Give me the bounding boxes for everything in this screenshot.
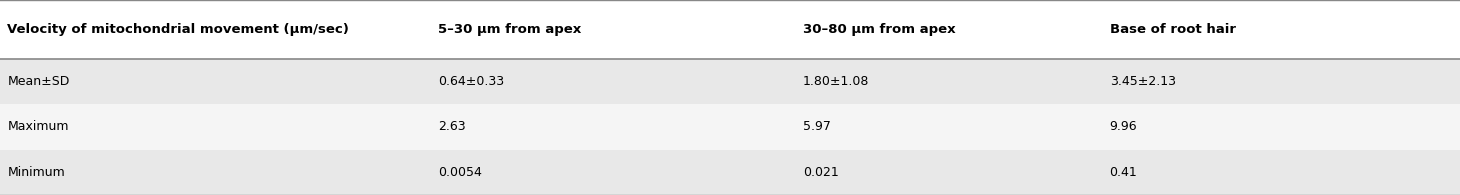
Text: 2.63: 2.63 (438, 120, 466, 133)
Text: 0.41: 0.41 (1110, 166, 1137, 179)
Text: Velocity of mitochondrial movement (μm/sec): Velocity of mitochondrial movement (μm/s… (7, 23, 349, 36)
Text: 5–30 μm from apex: 5–30 μm from apex (438, 23, 581, 36)
FancyBboxPatch shape (0, 58, 1460, 104)
Text: Base of root hair: Base of root hair (1110, 23, 1235, 36)
Text: Maximum: Maximum (7, 120, 69, 133)
Text: Minimum: Minimum (7, 166, 66, 179)
Text: 0.64±0.33: 0.64±0.33 (438, 75, 504, 88)
Text: 3.45±2.13: 3.45±2.13 (1110, 75, 1175, 88)
FancyBboxPatch shape (0, 150, 1460, 195)
Text: Mean±SD: Mean±SD (7, 75, 70, 88)
Text: 0.021: 0.021 (803, 166, 838, 179)
FancyBboxPatch shape (0, 104, 1460, 150)
Text: 5.97: 5.97 (803, 120, 831, 133)
Text: 9.96: 9.96 (1110, 120, 1137, 133)
FancyBboxPatch shape (0, 0, 1460, 58)
Text: 0.0054: 0.0054 (438, 166, 482, 179)
Text: 1.80±1.08: 1.80±1.08 (803, 75, 869, 88)
Text: 30–80 μm from apex: 30–80 μm from apex (803, 23, 956, 36)
